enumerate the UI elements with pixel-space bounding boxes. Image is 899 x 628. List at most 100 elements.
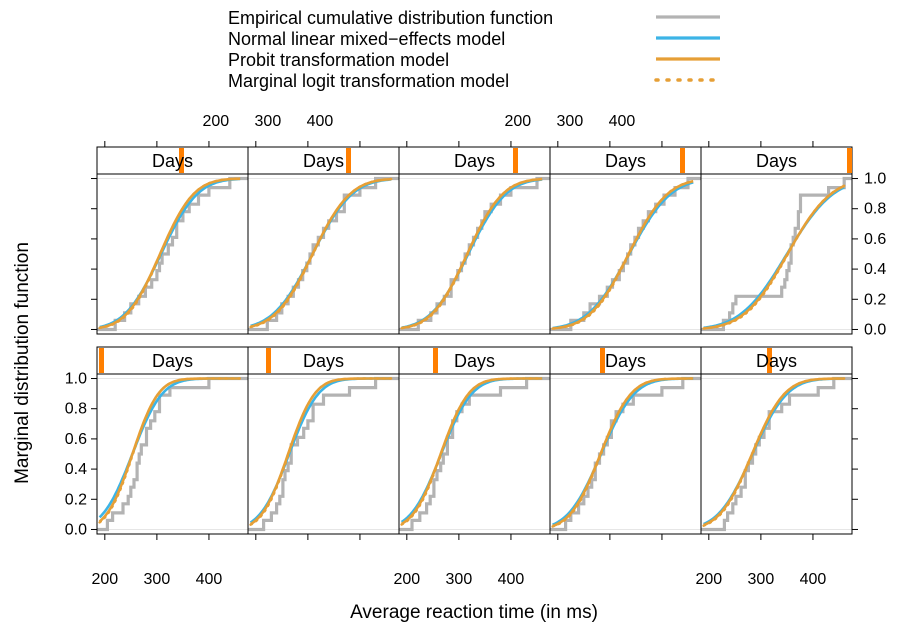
- strip: [398, 146, 551, 175]
- strip: [398, 346, 551, 375]
- plot-area: [701, 376, 852, 532]
- marginal-logit-line: [551, 377, 695, 528]
- y-tick-label: 0.2: [864, 291, 886, 308]
- y-tick-label: 0.2: [65, 491, 87, 508]
- panel: Days: [96, 346, 249, 535]
- panel: Days: [549, 346, 702, 535]
- legend-label: Probit transformation model: [228, 50, 449, 70]
- strip-label: Days: [605, 351, 646, 371]
- marginal-logit-line: [551, 179, 695, 330]
- strip-day-indicator: [266, 348, 271, 373]
- normal-model-line: [552, 181, 694, 330]
- plot-area: [97, 376, 248, 532]
- x-tick-label: 300: [255, 113, 282, 130]
- panel: Days: [247, 146, 400, 335]
- legend-label: Empirical cumulative distribution functi…: [228, 8, 553, 28]
- x-tick-label: 200: [91, 571, 118, 588]
- strip: [700, 146, 853, 175]
- strip-label: Days: [756, 151, 797, 171]
- x-tick-label: 200: [695, 571, 722, 588]
- legend: Empirical cumulative distribution functi…: [228, 8, 722, 91]
- normal-model-line: [552, 377, 694, 526]
- normal-model-line: [98, 377, 241, 519]
- y-tick-label: 0.4: [864, 261, 886, 278]
- strip-label: Days: [756, 351, 797, 371]
- x-tick-label: 400: [609, 113, 636, 130]
- strip: [96, 346, 249, 375]
- y-tick-label: 0.0: [65, 521, 87, 538]
- marginal-logit-line: [98, 177, 242, 330]
- x-tick-label: 300: [446, 571, 473, 588]
- plot-area: [399, 176, 550, 332]
- strip-day-indicator: [767, 348, 772, 373]
- probit-model-line: [552, 179, 694, 330]
- y-tick-label: 1.0: [65, 371, 87, 388]
- normal-model-line: [703, 377, 845, 526]
- normal-model-line: [401, 178, 543, 329]
- marginal-logit-line: [249, 377, 393, 526]
- marginal-logit-line: [400, 177, 544, 330]
- ecdf-line: [399, 376, 550, 532]
- plot-area: [248, 176, 399, 332]
- probit-model-line: [250, 177, 392, 328]
- y-tick-label: 0.6: [65, 431, 87, 448]
- panel-frame: [549, 173, 702, 335]
- strip-label: Days: [303, 151, 344, 171]
- ecdf-line: [701, 376, 852, 532]
- probit-model-line: [703, 184, 845, 330]
- y-axis-label: Marginal distribution function: [12, 242, 33, 484]
- plot-area: [550, 176, 701, 332]
- panel: Days: [700, 146, 853, 335]
- ecdf-line: [701, 176, 852, 332]
- x-tick-label: 200: [202, 113, 229, 130]
- strip-day-indicator: [99, 348, 104, 373]
- strip-day-indicator: [847, 148, 852, 173]
- plot-area: [248, 376, 399, 532]
- panel-frame: [398, 173, 551, 335]
- strip-label: Days: [454, 151, 495, 171]
- panel-frame: [398, 373, 551, 535]
- panel-frame: [700, 173, 853, 335]
- x-tick-label: 200: [504, 113, 531, 130]
- ecdf-line: [97, 376, 248, 532]
- probit-model-line: [98, 377, 241, 523]
- marginal-logit-line: [249, 177, 393, 329]
- y-tick-label: 0.0: [864, 321, 886, 338]
- strip-day-indicator: [680, 148, 685, 173]
- normal-model-line: [703, 186, 845, 330]
- ecdf-line: [248, 376, 399, 532]
- probit-model-line: [552, 377, 694, 528]
- x-tick-label: 300: [144, 571, 171, 588]
- strip-label: Days: [303, 351, 344, 371]
- legend-label: Normal linear mixed−effects model: [228, 29, 505, 49]
- plot-area: [399, 376, 550, 532]
- probit-model-line: [703, 377, 845, 527]
- strip: [96, 146, 249, 175]
- probit-model-line: [400, 377, 543, 526]
- ecdf-line: [97, 176, 248, 332]
- normal-model-line: [250, 178, 392, 328]
- plot-area: [701, 176, 852, 332]
- panel-frame: [700, 373, 853, 535]
- plot-area: [97, 176, 248, 332]
- strip-day-indicator: [179, 148, 184, 173]
- y-tick-label: 0.8: [65, 401, 87, 418]
- marginal-logit-line: [702, 377, 846, 527]
- x-tick-label: 300: [748, 571, 775, 588]
- ecdf-line: [248, 176, 399, 332]
- probit-model-line: [401, 177, 543, 330]
- ecdf-line: [550, 176, 701, 332]
- x-tick-label: 400: [498, 571, 525, 588]
- strip-label: Days: [152, 351, 193, 371]
- plot-area: [550, 376, 701, 532]
- x-axis-label: Average reaction time (in ms): [350, 602, 598, 623]
- panel: Days: [96, 146, 249, 335]
- strip-day-indicator: [600, 348, 605, 373]
- strip-label: Days: [152, 151, 193, 171]
- panel: Days: [398, 146, 551, 335]
- probit-model-line: [249, 377, 392, 526]
- y-tick-label: 1.0: [864, 171, 886, 188]
- strip-day-indicator: [433, 348, 438, 373]
- strip-label: Days: [605, 151, 646, 171]
